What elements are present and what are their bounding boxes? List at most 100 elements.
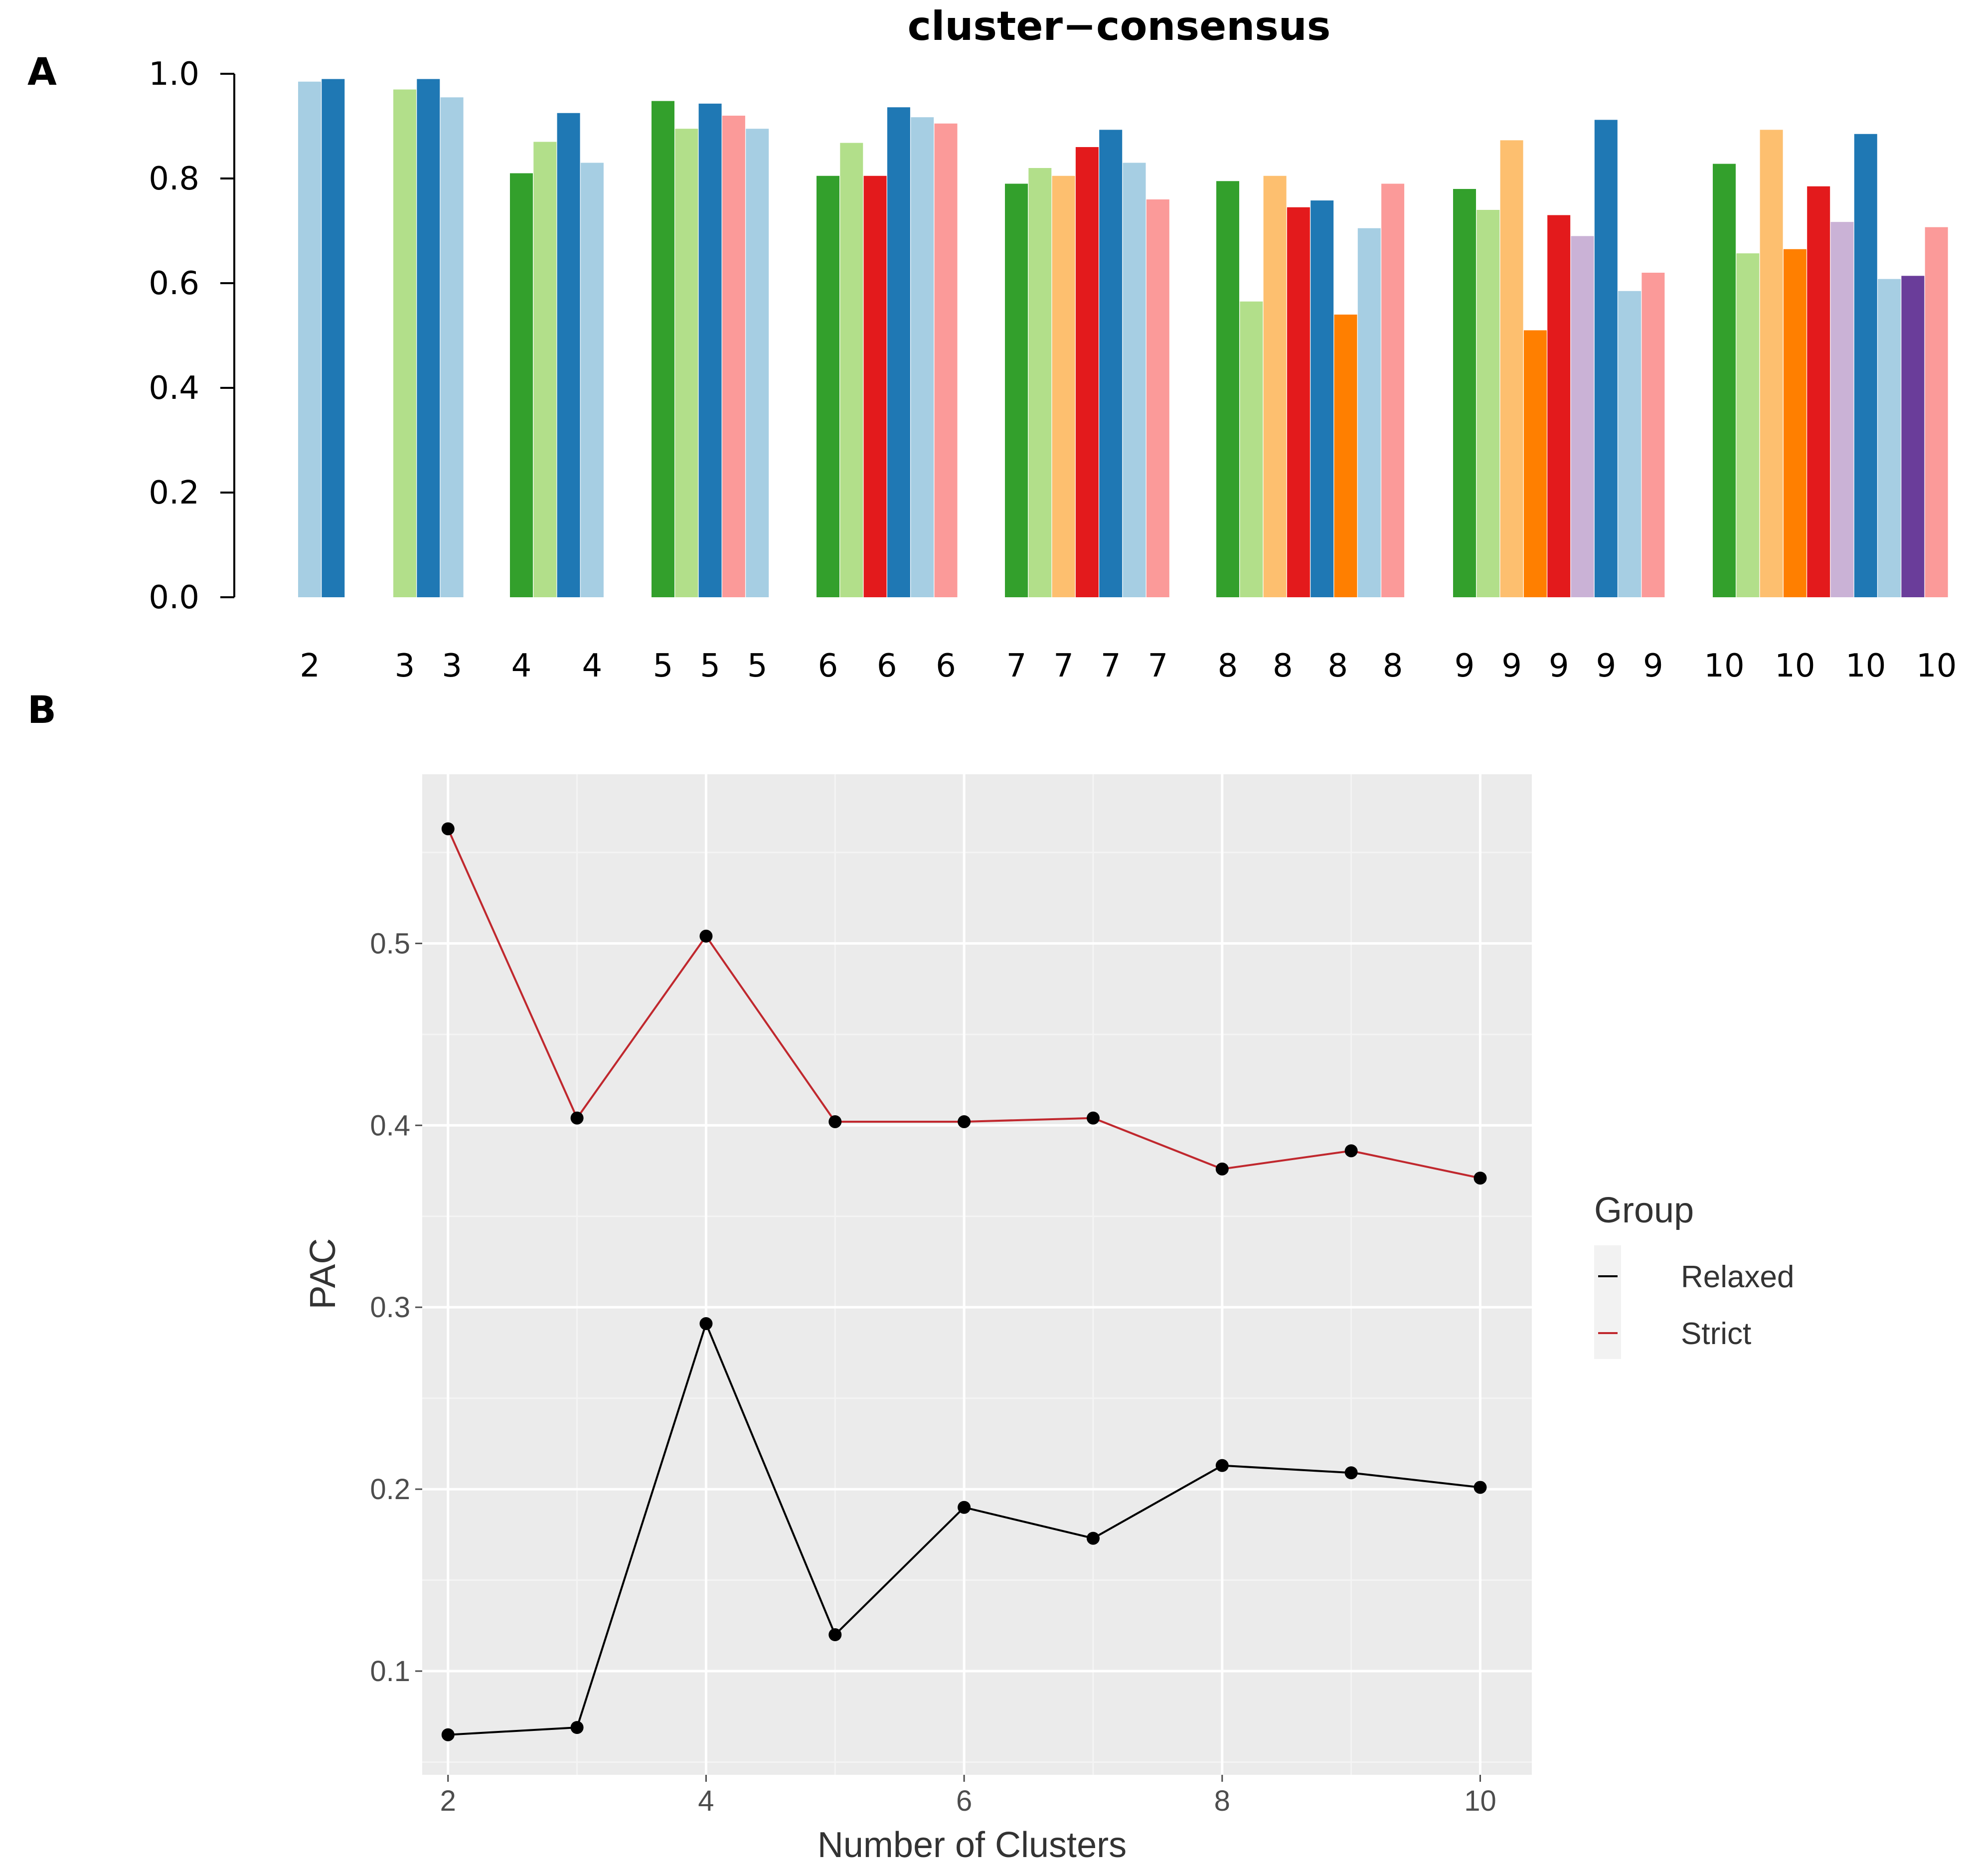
bar-k2-2	[322, 79, 345, 597]
point-strict-k10	[1474, 1172, 1487, 1185]
bar-k9-7	[1594, 120, 1618, 597]
point-strict-k7	[1086, 1111, 1100, 1125]
bar-k9-2	[1476, 210, 1500, 597]
bar-k8-5	[1311, 200, 1334, 598]
a-x-tick-label: 10	[1775, 648, 1815, 684]
bar-k10-4	[1783, 249, 1806, 597]
bar-k5-1	[652, 101, 674, 598]
bar-k10-2	[1736, 253, 1760, 597]
bar-k3-1	[393, 89, 416, 597]
bar-k3-3	[440, 97, 464, 597]
point-strict-k4	[699, 929, 713, 943]
a-x-tick-label: 8	[1327, 648, 1348, 684]
point-relaxed-k5	[828, 1628, 842, 1642]
bar-k6-4	[887, 107, 910, 597]
legend-key-background	[1594, 1245, 1621, 1359]
a-x-tick-label: 4	[511, 648, 532, 684]
point-strict-k5	[828, 1115, 842, 1128]
a-x-tick-label: 5	[700, 648, 720, 684]
point-strict-k9	[1344, 1144, 1358, 1158]
bar-k6-6	[934, 123, 958, 597]
point-relaxed-k6	[958, 1501, 971, 1514]
b-y-tick-label: 0.4	[370, 1109, 410, 1142]
a-x-tick-label: 6	[877, 648, 897, 684]
a-x-tick-label: 3	[395, 648, 415, 684]
a-x-tick-label: 4	[582, 648, 603, 684]
bar-k10-1	[1713, 164, 1736, 598]
chart-b-series	[441, 822, 1487, 1741]
a-y-tick-label: 0.8	[149, 161, 199, 197]
chart-a-title: cluster−consensus	[908, 3, 1331, 49]
chart-b-gridlines	[422, 774, 1532, 1775]
point-relaxed-k8	[1215, 1459, 1229, 1472]
bar-k6-2	[840, 143, 863, 598]
chart-b-legend: Group Relaxed Strict	[1594, 1191, 1794, 1359]
bar-k9-8	[1618, 291, 1641, 597]
a-x-tick-label: 9	[1549, 648, 1569, 684]
bar-k10-7	[1854, 134, 1877, 597]
bar-k4-1	[510, 173, 533, 597]
bar-k2-1	[298, 81, 321, 597]
bar-k8-1	[1216, 181, 1239, 597]
bar-k5-2	[675, 129, 698, 597]
bar-k4-4	[580, 163, 604, 597]
bar-k3-2	[417, 79, 440, 597]
a-x-tick-label: 9	[1596, 648, 1616, 684]
bar-k10-3	[1760, 130, 1783, 598]
chart-b-plot-panel	[422, 774, 1532, 1775]
bar-k7-3	[1052, 175, 1075, 597]
a-x-tick-label: 6	[818, 648, 838, 684]
chart-a-x-labels: 2 3 3 4 4 5 5 5 6 6 6 7 7 7 7 8 8 8 8 9 9 9 9 9 10 10 10 10	[300, 648, 1957, 684]
point-relaxed-k4	[699, 1317, 713, 1331]
bar-k8-3	[1263, 175, 1287, 597]
bar-k7-7	[1146, 199, 1169, 597]
bar-k9-9	[1641, 273, 1665, 597]
bar-k7-6	[1123, 163, 1146, 597]
a-x-tick-label: 7	[1101, 648, 1121, 684]
point-strict-k2	[441, 822, 455, 836]
bar-k9-6	[1571, 236, 1594, 597]
chart-b-x-axis-title: Number of Clusters	[818, 1825, 1127, 1865]
a-y-tick-label: 0.2	[149, 475, 199, 512]
bar-k9-4	[1523, 330, 1547, 597]
bar-k6-1	[817, 175, 839, 597]
legend-label-strict: Strict	[1681, 1317, 1751, 1351]
a-x-tick-label: 5	[747, 648, 768, 684]
bar-k9-1	[1453, 189, 1476, 597]
point-strict-k8	[1215, 1162, 1229, 1176]
b-x-tick-label: 4	[698, 1785, 714, 1817]
bar-k6-3	[863, 175, 887, 597]
a-x-tick-label: 8	[1273, 648, 1293, 684]
bar-k10-10	[1925, 227, 1948, 597]
bar-k7-4	[1075, 147, 1099, 597]
a-x-tick-label: 9	[1455, 648, 1475, 684]
chart-a-y-axis: 0.0 0.2 0.4 0.6 0.8 1.0	[149, 56, 234, 616]
b-y-tick-label: 0.1	[370, 1655, 410, 1688]
a-x-tick-label: 7	[1006, 648, 1027, 684]
bar-k8-2	[1240, 301, 1263, 597]
chart-b: 0.1 0.2 0.3 0.4 0.5 2 4 6 8 10 Number of Cluster…	[303, 774, 1794, 1865]
bar-k8-8	[1381, 183, 1405, 597]
a-x-tick-label: 7	[1147, 648, 1168, 684]
panel-b-label: B	[27, 687, 56, 732]
a-x-tick-label: 7	[1053, 648, 1074, 684]
point-relaxed-k3	[570, 1721, 584, 1734]
b-x-tick-label: 6	[956, 1785, 972, 1817]
bar-k7-1	[1005, 183, 1028, 597]
b-y-tick-label: 0.5	[370, 927, 410, 960]
bar-k10-9	[1901, 276, 1925, 597]
a-x-tick-label: 10	[1916, 648, 1957, 684]
bar-k4-2	[533, 142, 557, 597]
chart-b-x-axis: 2 4 6 8 10	[440, 1775, 1496, 1817]
legend-title: Group	[1594, 1191, 1694, 1230]
b-x-tick-label: 2	[440, 1785, 456, 1817]
point-relaxed-k7	[1086, 1532, 1100, 1545]
a-x-tick-label: 9	[1643, 648, 1663, 684]
chart-a-bars	[298, 79, 1948, 598]
a-x-tick-label: 6	[936, 648, 956, 684]
a-y-tick-label: 0.4	[149, 370, 199, 407]
bar-k10-5	[1807, 186, 1830, 597]
chart-b-y-axis-title: PAC	[303, 1238, 343, 1310]
